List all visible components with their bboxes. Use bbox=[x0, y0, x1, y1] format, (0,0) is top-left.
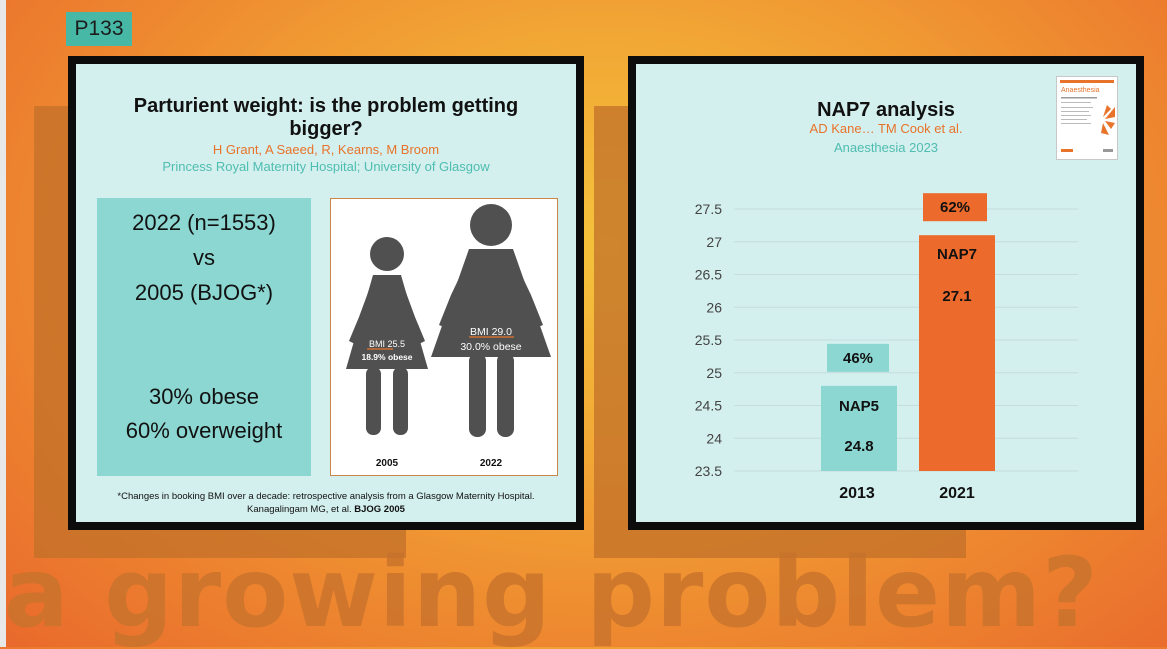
x-category-label: 2021 bbox=[939, 485, 975, 502]
percent-label: 62% bbox=[940, 199, 970, 216]
summary-line-5: 60% overweight bbox=[125, 418, 283, 443]
bar-name-label: NAP7 bbox=[937, 246, 977, 263]
poster-id-tag: P133 bbox=[66, 12, 132, 46]
year-2005-label: 2005 bbox=[376, 458, 399, 469]
right-journal: Anaesthesia 2023 bbox=[833, 140, 939, 155]
percent-box bbox=[827, 343, 889, 372]
bar-value-label: 27.1 bbox=[942, 288, 971, 305]
right-authors: AD Kane… TM Cook et al. bbox=[809, 121, 963, 136]
percent-label: 46% bbox=[843, 350, 873, 367]
bar-2013 bbox=[821, 385, 897, 471]
thumb-journal-title: Anaesthesia bbox=[1061, 87, 1100, 94]
year-2022-label: 2022 bbox=[480, 458, 503, 469]
cover-art-icon bbox=[1101, 105, 1115, 135]
women-figures-svg: BMI 25.5 18.9% obese 2005 BMI 29.0 30.0%… bbox=[346, 204, 551, 469]
nap-bar-chart: 27.5 27 26.5 26 25.5 25 24.5 24 23.5 NAP5 24.8 46%… bbox=[695, 193, 1078, 502]
y-tick-label: 24 bbox=[706, 430, 722, 446]
right-title: NAP7 analysis bbox=[817, 99, 955, 121]
y-tick-label: 27.5 bbox=[695, 201, 722, 217]
summary-box: 2022 (n=1553) vs 2005 (BJOG*) 30% obese … bbox=[97, 198, 311, 476]
left-title-line1: Parturient weight: is the problem gettin… bbox=[133, 95, 519, 117]
bar-value-label: 24.8 bbox=[844, 438, 873, 455]
y-tick-label: 25.5 bbox=[695, 332, 722, 348]
x-category-label: 2013 bbox=[839, 485, 875, 502]
right-poster-panel: NAP7 analysis AD Kane… TM Cook et al. An… bbox=[628, 56, 1144, 530]
y-tick-label: 27 bbox=[706, 234, 722, 250]
journal-cover-thumbnail: Anaesthesia bbox=[1056, 76, 1118, 160]
left-authors: H Grant, A Saeed, R, Kearns, M Broom bbox=[212, 142, 440, 157]
bmi-2005-label: BMI 25.5 bbox=[369, 339, 405, 349]
woman-figure-2005 bbox=[346, 237, 428, 435]
bar-name-label: NAP5 bbox=[839, 398, 879, 415]
obese-2022-label: 30.0% obese bbox=[460, 341, 521, 353]
y-tick-label: 26 bbox=[706, 299, 722, 315]
y-tick-label: 25 bbox=[706, 365, 722, 381]
summary-line-2: vs bbox=[193, 245, 215, 270]
left-poster-panel: Parturient weight: is the problem gettin… bbox=[68, 56, 584, 530]
footnote: *Changes in booking BMI over a decade: r… bbox=[76, 490, 576, 516]
footnote-journal: BJOG 2005 bbox=[354, 504, 405, 515]
footnote-citation: Kanagalingam MG, et al. bbox=[247, 504, 355, 515]
left-affiliation: Princess Royal Maternity Hospital; Unive… bbox=[162, 159, 490, 174]
footnote-line1: *Changes in booking BMI over a decade: r… bbox=[117, 491, 535, 502]
y-tick-label: 23.5 bbox=[695, 463, 722, 479]
bar-2021 bbox=[919, 235, 995, 471]
left-title-line2: bigger? bbox=[289, 118, 363, 140]
summary-line-3: 2005 (BJOG*) bbox=[134, 280, 274, 305]
obese-2005-label: 18.9% obese bbox=[361, 352, 412, 362]
y-tick-label: 24.5 bbox=[695, 398, 722, 414]
footnote-line2: Kanagalingam MG, et al. BJOG 2005 bbox=[76, 503, 576, 516]
woman-figure-2022 bbox=[431, 204, 551, 437]
bmi-2022-label: BMI 29.0 bbox=[470, 326, 512, 338]
summary-line-1: 2022 (n=1553) bbox=[132, 210, 276, 235]
window-edge bbox=[0, 0, 6, 647]
journal-cover-svg: Anaesthesia bbox=[1060, 80, 1115, 152]
figure-box: BMI 25.5 18.9% obese 2005 BMI 29.0 30.0%… bbox=[330, 198, 558, 476]
y-tick-label: 26.5 bbox=[695, 267, 722, 283]
percent-box bbox=[923, 193, 987, 222]
summary-line-4: 30% obese bbox=[148, 384, 260, 409]
watermark-text: a growing problem? bbox=[4, 537, 1099, 649]
